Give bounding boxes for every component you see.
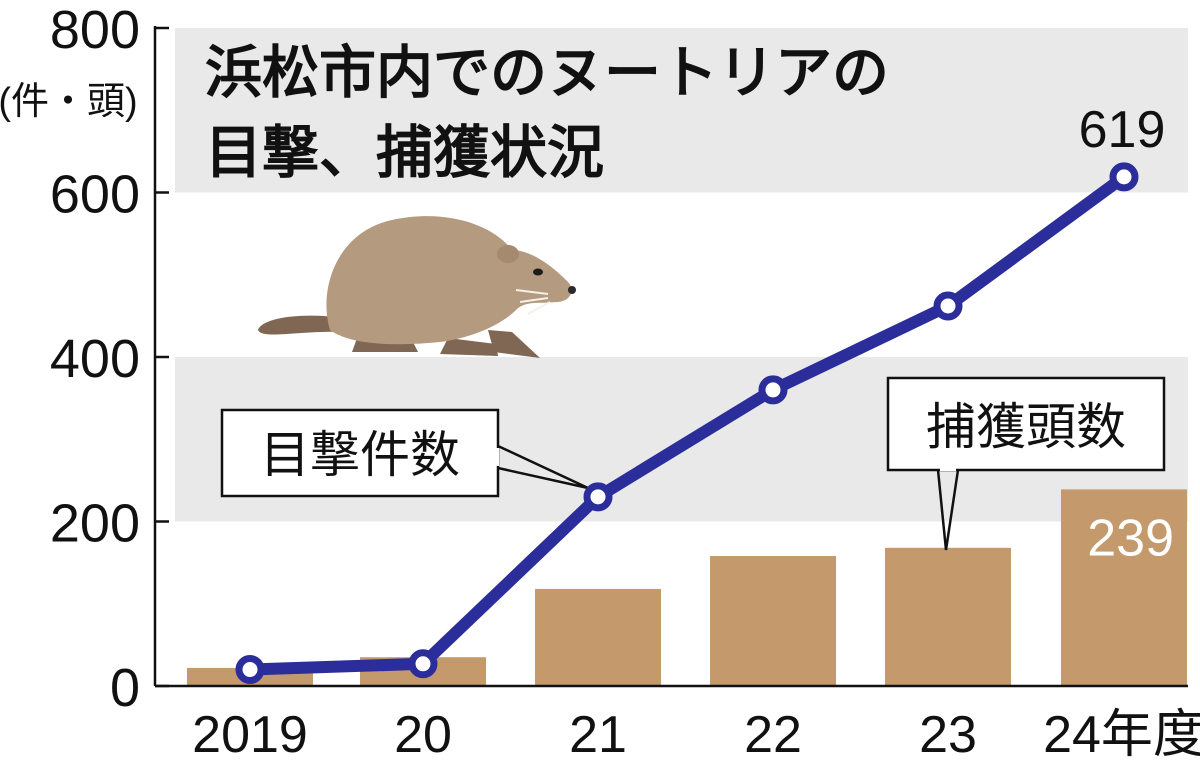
bar-21 [535, 588, 661, 686]
bar-23 [885, 547, 1011, 686]
line-series [235, 162, 1139, 685]
callout-sightings: 目撃件数 [220, 408, 589, 498]
axes: 0 200 400 600 800 2019 20 21 22 23 24年度 [50, 0, 1200, 763]
y-tick-label-0: 0 [110, 658, 140, 718]
x-tick-label-2019: 2019 [192, 706, 308, 763]
data-labels: 239 619 [1079, 101, 1174, 568]
callout-captures: 捕獲頭数 [886, 376, 1166, 551]
chart-title-line1: 浜松市内でのヌートリアの [205, 40, 889, 106]
sightings-point-2019 [235, 655, 265, 685]
bar-24年度 [1061, 489, 1187, 686]
sightings-point-23 [933, 291, 963, 321]
x-tick-label-23: 23 [919, 706, 977, 763]
y-axis-label: (件・頭) [0, 81, 138, 123]
sightings-point-24年度 [1109, 162, 1139, 192]
sightings-point-22 [758, 375, 788, 405]
y-tick-label-200: 200 [50, 494, 140, 554]
legend-sightings: 目撃件数 [260, 426, 460, 484]
y-tick-label-800: 800 [50, 0, 140, 60]
x-tick-label-21: 21 [569, 706, 627, 763]
bar-22 [710, 556, 836, 686]
bar-series [187, 489, 1187, 686]
bar-value-label-24年度: 239 [1087, 509, 1174, 567]
sightings-line [244, 170, 1130, 676]
x-tick-label-22: 22 [744, 706, 802, 763]
grid-band-1 [175, 28, 1188, 193]
x-tick-label-24年度: 24年度 [1043, 706, 1200, 763]
x-tick-label-20: 20 [394, 706, 452, 763]
legend-captures: 捕獲頭数 [926, 398, 1126, 456]
y-tick-label-600: 600 [50, 165, 140, 225]
line-value-label-24年度: 619 [1079, 101, 1166, 159]
chart-title-line2: 目撃、捕獲状況 [205, 120, 604, 186]
nutria-icon [258, 216, 576, 358]
y-tick-label-400: 400 [50, 329, 140, 389]
sightings-point-20 [408, 649, 438, 679]
sightings-point-21 [583, 482, 613, 512]
